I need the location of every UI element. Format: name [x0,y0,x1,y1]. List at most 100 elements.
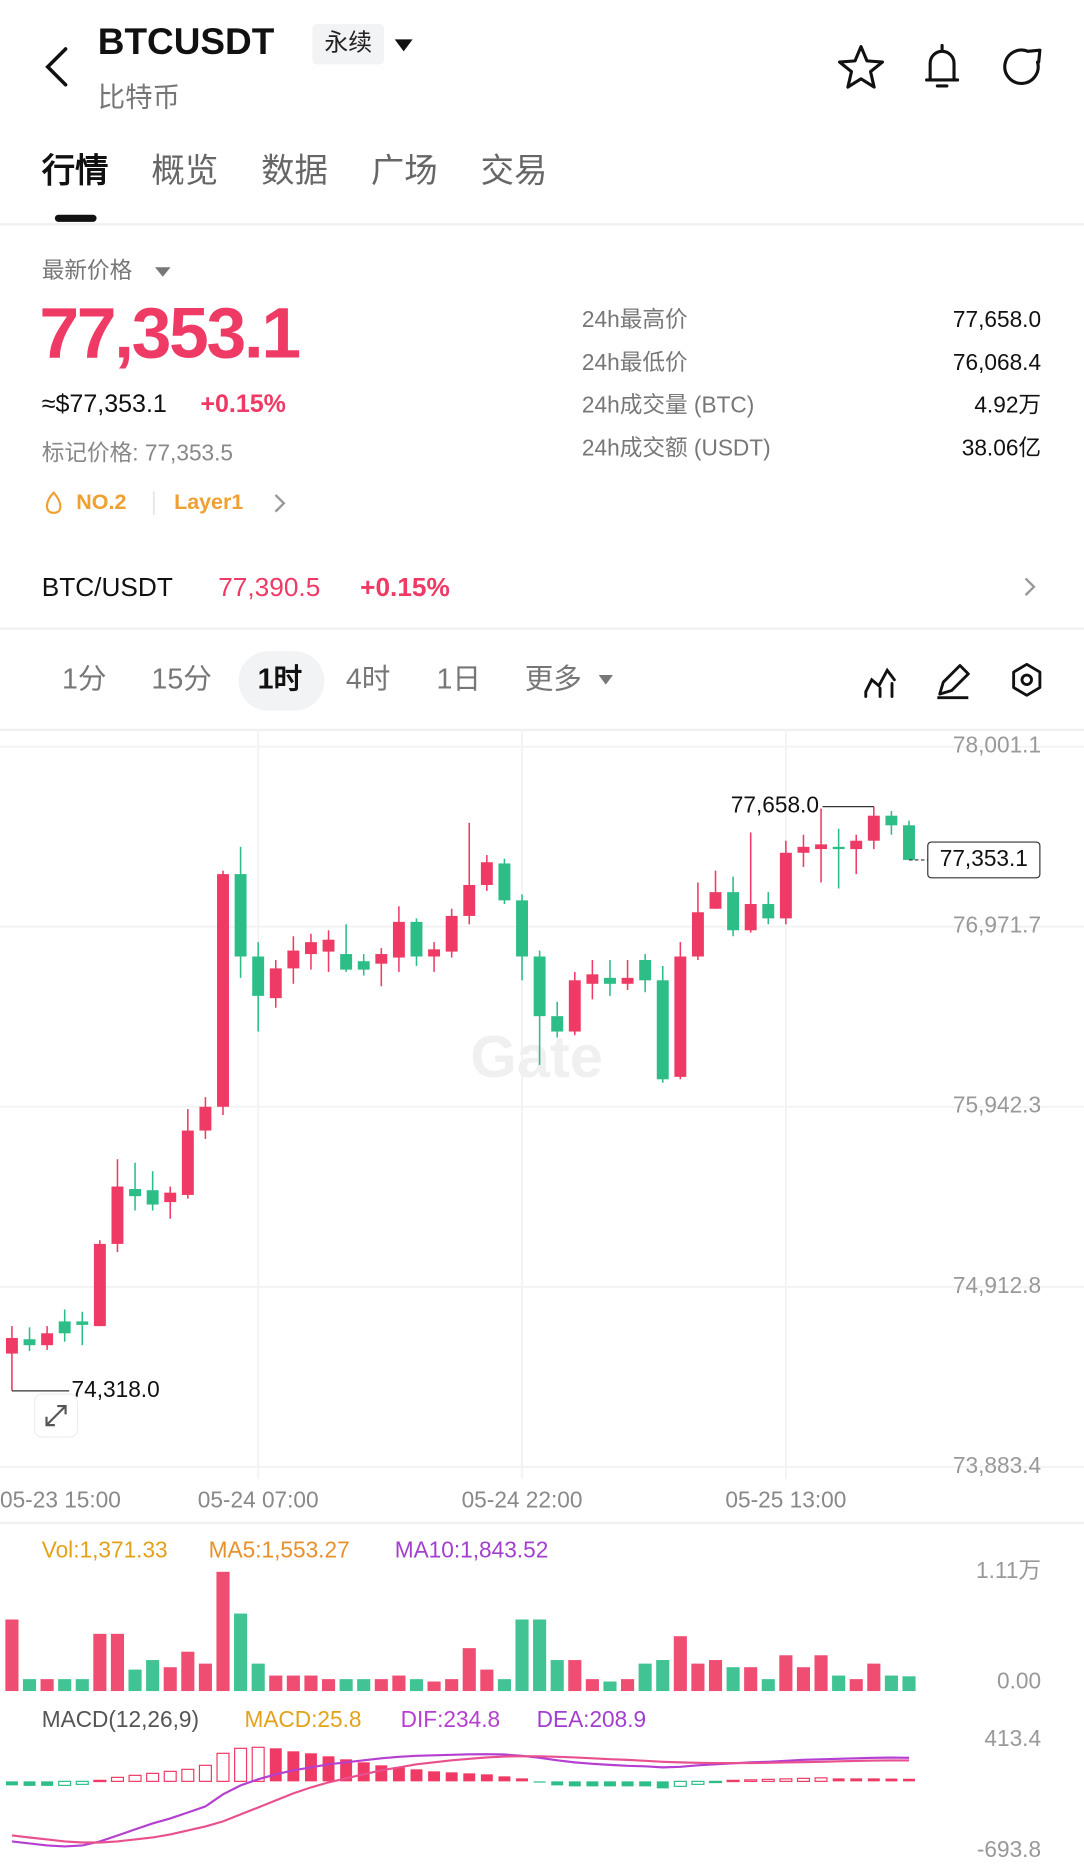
macd-bar [181,1768,195,1782]
volume-bar [902,1676,916,1692]
tab[interactable]: 数据 [261,153,328,190]
volume-bar [321,1679,336,1692]
candle-body [867,815,880,841]
candle-body [709,892,722,909]
volume-bar [849,1679,863,1692]
candle-body [621,977,634,984]
indicator-icon[interactable] [864,667,896,698]
volume-bar [22,1679,37,1692]
candle-body [269,968,282,999]
interval-active-bg [238,651,325,711]
macd-bar [463,1773,476,1782]
candle-body [516,900,528,957]
legend-item: MACD:25.8 [244,1706,361,1732]
volume-bar [251,1663,265,1692]
candle-body [533,956,546,1017]
stat-label: 24h最高价 [582,306,688,332]
x-tick-label: 05-24 22:00 [462,1486,583,1512]
settings-icon[interactable] [1012,662,1042,697]
candle-body [428,949,441,957]
volume-bar [93,1633,107,1692]
candle-body [762,904,775,919]
candle-body [181,1130,194,1195]
tab[interactable]: 概览 [151,153,218,190]
candle-body [252,956,265,996]
volume-bar [832,1675,846,1692]
macd-bar [586,1781,599,1787]
volume-bar [286,1675,300,1692]
volume-bar [357,1679,371,1692]
volume-bar [462,1648,476,1692]
volume-bar [533,1619,547,1692]
rank-tag[interactable]: NO.2 [76,490,126,514]
watermark: Gate [470,1023,603,1090]
tab-indicator [54,214,97,222]
candle-body [146,1190,159,1205]
macd-bar [58,1780,72,1786]
macd-bar [533,1781,546,1783]
macd-bar [656,1781,669,1789]
contract-pill[interactable] [312,23,384,65]
alert-icon[interactable] [925,43,960,88]
candle-body [586,974,599,984]
volume-bar [269,1675,283,1692]
volume-bar [656,1660,670,1692]
macd-bar [621,1781,634,1787]
macd-bar [251,1746,265,1782]
tab[interactable]: 广场 [371,153,438,190]
candle-body [392,921,405,958]
candle-body [744,904,757,931]
candle-body [815,844,828,850]
candle-body [480,862,493,885]
sector-tag[interactable]: Layer1 [174,490,243,514]
legend-item: MA5:1,553.27 [209,1537,350,1563]
interval[interactable]: 1分 [62,664,107,696]
candle-body [23,1339,36,1346]
volume-bar [75,1679,89,1692]
volume-bar [58,1679,72,1692]
volume-bar [374,1679,388,1692]
macd-bar [287,1751,300,1782]
tab[interactable]: 行情 [41,153,109,190]
spot-pair[interactable]: BTC/USDT [42,572,173,602]
volume-bar [427,1681,441,1692]
volume-bar [796,1667,811,1692]
interval[interactable]: 1日 [436,664,481,696]
legend-item: DEA:208.9 [537,1706,647,1732]
back-button[interactable] [45,47,68,87]
settings-icon-center [1020,673,1033,687]
macd-bar [568,1781,581,1787]
spot-change: +0.15% [360,572,450,602]
share-icon[interactable] [1003,48,1042,85]
y-tick-label: 74,912.8 [953,1272,1041,1298]
candle-body [903,825,915,860]
interval[interactable]: 4时 [346,664,391,696]
macd-bar [832,1778,845,1782]
symbol: BTCUSDT [98,21,275,62]
favorite-icon[interactable] [837,45,885,89]
y-tick-label: 76,971.7 [953,912,1041,938]
macd-bar [163,1770,177,1782]
chevron[interactable] [1024,577,1036,596]
macd-bar [814,1777,828,1782]
volume-bar [339,1679,353,1692]
volume-bar [761,1679,775,1692]
dif-line [11,1753,910,1848]
interval[interactable]: 1时 [258,664,303,696]
y-tick-label: 78,001.1 [953,732,1041,758]
y-tick-label: 75,942.3 [953,1092,1041,1118]
last-price: 77,353.1 [39,294,299,374]
usd-price: ≈$77,353.1 [42,390,167,418]
candle-body [727,892,740,931]
volume-bar [744,1667,758,1692]
volume-bar [40,1679,54,1692]
interval[interactable]: 更多 [525,664,582,696]
tab[interactable]: 交易 [481,153,548,190]
interval[interactable]: 15分 [151,664,211,696]
volume-bar [568,1660,582,1692]
candle-body [850,840,863,850]
stats: 24h最高价 77,658.0 24h最低价 76,068.4 24h成交量 (BTC)… [582,306,1041,461]
draw-icon[interactable] [937,664,970,700]
last-price-box [927,841,1041,879]
